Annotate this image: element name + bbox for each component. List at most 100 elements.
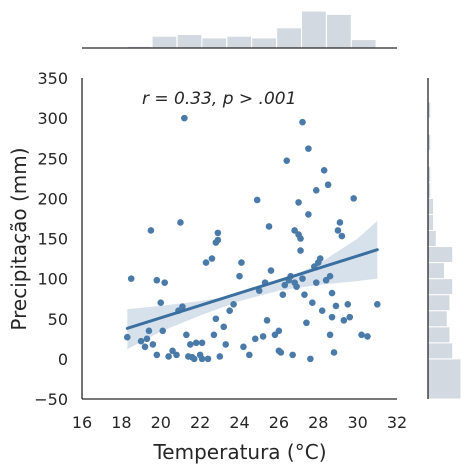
y-tick-label: 300: [37, 109, 68, 128]
scatter-point: [181, 114, 188, 122]
scatter-point: [303, 319, 310, 327]
scatter-point: [350, 195, 357, 202]
histogram-bar-y: [427, 326, 451, 344]
histogram-bar-x: [350, 39, 377, 49]
y-tick-label: 250: [37, 149, 68, 168]
scatter-point: [297, 235, 304, 242]
scatter-point: [312, 279, 320, 286]
scatter-point: [328, 313, 336, 321]
histogram-bar-x: [151, 35, 178, 49]
scatter-point: [251, 335, 259, 343]
scatter-point: [220, 323, 228, 331]
y-tick-label: 200: [37, 189, 68, 208]
y-tick-label: 350: [37, 69, 68, 88]
histogram-bar-x: [176, 34, 203, 49]
x-tick-label: 18: [111, 413, 131, 432]
scatter-point: [305, 145, 312, 152]
scatter-point: [253, 196, 261, 204]
scatter-point: [153, 276, 161, 284]
scatter-point: [312, 187, 320, 194]
scatter-point: [346, 313, 354, 321]
scatter-point: [330, 349, 338, 356]
scatter-point: [299, 275, 306, 282]
x-tick-label: 24: [229, 413, 249, 432]
scatter-point: [212, 315, 220, 323]
scatter-point: [255, 287, 263, 294]
scatter-point: [246, 351, 253, 359]
x-tick-labels: 16 18 20 22 24 26 28 30 32: [72, 413, 407, 432]
scatter-point: [328, 289, 336, 297]
scatter-point: [307, 355, 314, 363]
scatter-point: [364, 333, 371, 340]
scatter-point: [326, 331, 334, 339]
scatter-point: [305, 211, 312, 218]
correlation-annotation: r = 0.33, p > .001: [142, 89, 296, 109]
scatter-point: [283, 157, 291, 164]
scatter-point: [230, 301, 237, 308]
scatter-point: [210, 331, 218, 339]
scatter-point: [279, 291, 287, 298]
scatter-point: [340, 317, 348, 324]
scatter-point: [157, 299, 165, 307]
x-axis-label: Temperatura (°C): [152, 440, 326, 464]
y-tick-label: −50: [34, 390, 68, 409]
y-axis-label: Precipitação (mm): [7, 147, 31, 330]
scatter-point: [309, 299, 316, 307]
y-tick-labels: −50 0 50 100 150 200 250 300 350: [34, 69, 68, 409]
marginal-histogram-x: [126, 10, 377, 49]
scatter-point: [332, 302, 340, 310]
histogram-bar-x: [301, 10, 327, 49]
histogram-bar-x: [226, 35, 253, 49]
histogram-bar-x: [201, 37, 228, 49]
scatter-point: [141, 343, 149, 351]
histogram-bar-y: [427, 246, 454, 264]
scatter-point: [149, 341, 157, 348]
scatter-point: [334, 227, 342, 234]
histogram-bar-y: [427, 213, 434, 231]
scatter-point: [326, 272, 334, 280]
scatter-point: [214, 236, 222, 244]
scatter-point: [344, 301, 352, 308]
x-tick-label: 22: [190, 413, 210, 432]
confidence-band-area: [127, 220, 378, 350]
scatter-point: [281, 281, 289, 289]
scatter-point: [226, 307, 233, 315]
scatter-point: [190, 355, 198, 363]
scatter-point: [214, 229, 222, 237]
histogram-bar-y: [427, 294, 451, 312]
scatter-point: [240, 343, 247, 351]
scatter-point: [153, 351, 161, 359]
scatter-point: [204, 355, 212, 363]
scatter-point: [318, 307, 326, 315]
scatter-point: [202, 259, 210, 266]
scatter-point: [208, 255, 216, 262]
y-tick-label: 150: [37, 230, 68, 249]
x-tick-label: 30: [347, 413, 367, 432]
scatter-point: [173, 351, 180, 359]
regression-line: [125, 248, 379, 330]
scatter-point: [198, 355, 206, 363]
scatter-point: [123, 333, 131, 341]
x-tick-label: 26: [269, 413, 289, 432]
scatter-points: [123, 114, 381, 363]
scatter-point: [145, 327, 153, 335]
scatter-point: [320, 166, 328, 174]
scatter-point: [216, 353, 224, 360]
y-tick-label: 0: [58, 350, 68, 369]
scatter-point: [192, 339, 200, 347]
scatter-point: [127, 275, 135, 282]
histogram-bar-y: [427, 278, 454, 296]
scatter-point: [222, 341, 230, 348]
histogram-bar-x: [326, 13, 352, 49]
scatter-point: [301, 291, 308, 298]
x-tick-label: 32: [387, 413, 407, 432]
scatter-point: [293, 283, 300, 290]
scatter-point: [177, 219, 184, 226]
scatter-point: [198, 339, 206, 347]
scatter-point: [165, 353, 172, 360]
scatter-point: [186, 341, 194, 348]
x-tick-label: 20: [151, 413, 171, 432]
histogram-bar-y: [427, 262, 445, 280]
histogram-bar-y: [427, 342, 454, 360]
